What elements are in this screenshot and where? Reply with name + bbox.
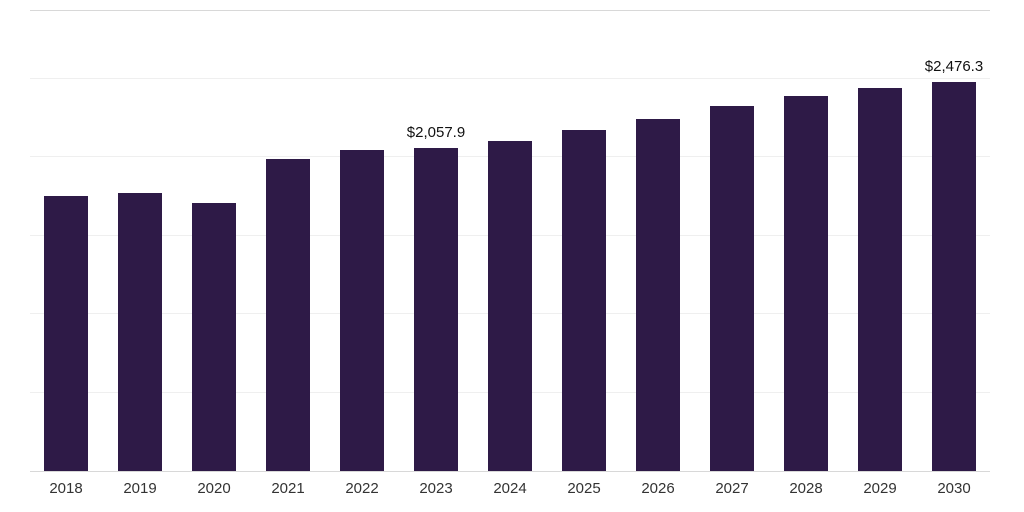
bar-2018 <box>44 196 88 471</box>
bar-2028 <box>784 95 828 471</box>
x-tick-label-2029: 2029 <box>863 480 897 497</box>
x-tick-label-2021: 2021 <box>271 480 305 497</box>
bar-2023: $2,057.9 <box>407 124 465 471</box>
bar-value-label-2023: $2,057.9 <box>406 123 466 141</box>
bar-2026 <box>636 118 680 471</box>
bar-2025 <box>562 129 606 471</box>
x-tick-label-2022: 2022 <box>345 480 379 497</box>
bars: $2,057.9 $2,476.3 <box>30 11 990 471</box>
bar-2021 <box>266 158 310 471</box>
bar-2029 <box>858 87 902 471</box>
x-tick-label-2025: 2025 <box>567 480 601 497</box>
x-tick-label-2030: 2030 <box>937 480 971 497</box>
bar-2024 <box>488 140 532 471</box>
x-tick-label-2018: 2018 <box>49 480 83 497</box>
bar-2030: $2,476.3 <box>925 58 983 471</box>
x-tick-label-2020: 2020 <box>197 480 231 497</box>
x-tick-label-2028: 2028 <box>789 480 823 497</box>
gridline-2500 <box>30 77 990 79</box>
x-tick-label-2027: 2027 <box>715 480 749 497</box>
bar-2019 <box>118 193 162 471</box>
x-axis: 2018 2019 2020 2021 2022 2023 2024 2025 2026 2027… <box>30 480 990 497</box>
bar-2022 <box>340 149 384 471</box>
bar-2020 <box>192 203 236 471</box>
plot-area: $2,057.9 $2,476.3 <box>30 10 990 472</box>
x-tick-label-2026: 2026 <box>641 480 675 497</box>
bar-2027 <box>710 105 754 471</box>
x-tick-label-2019: 2019 <box>123 480 157 497</box>
bar-value-label-2030: $2,476.3 <box>924 58 984 76</box>
x-tick-label-2024: 2024 <box>493 480 527 497</box>
x-tick-label-2023: 2023 <box>419 480 453 497</box>
